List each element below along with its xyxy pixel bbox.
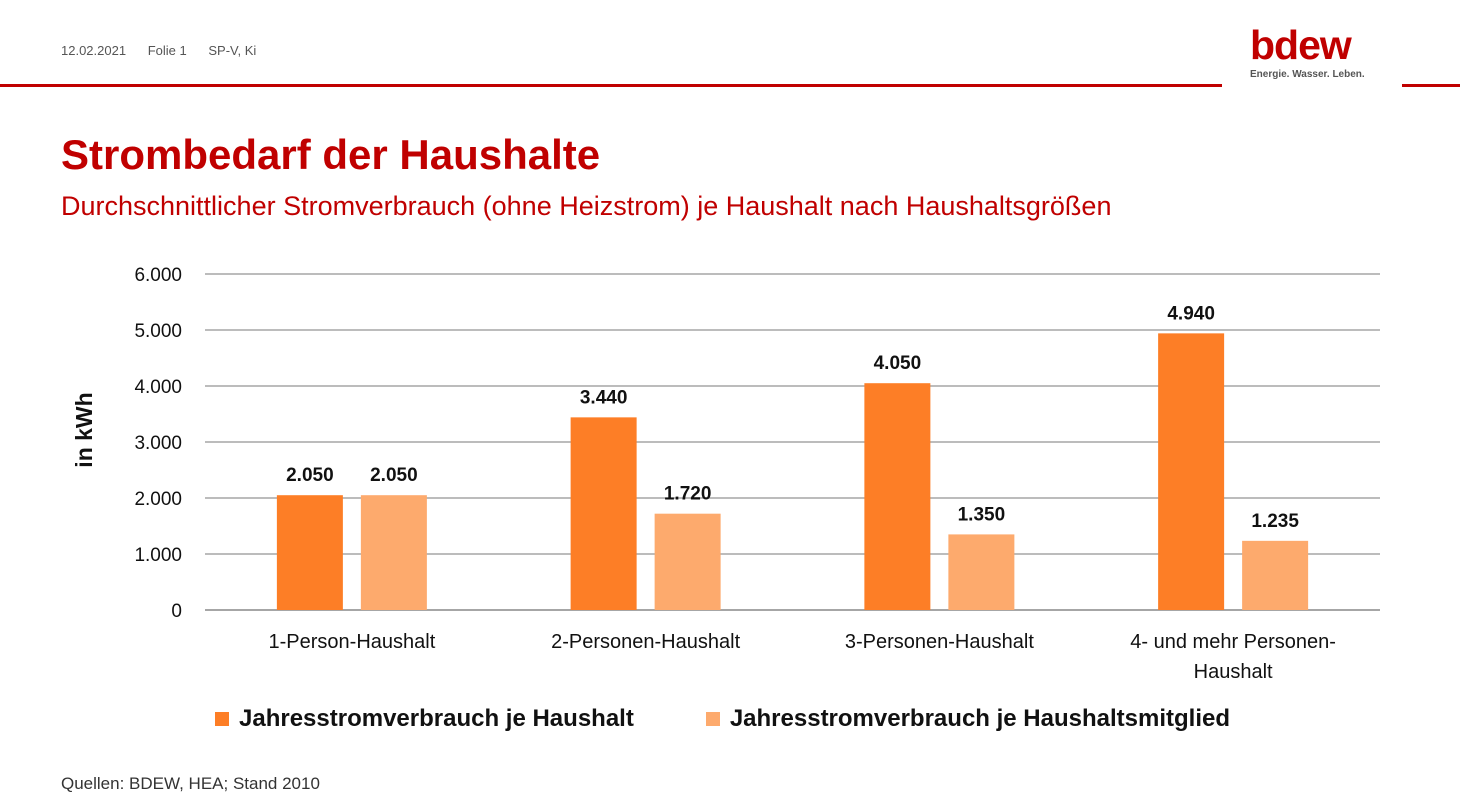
data-label: 4.940 [1167, 303, 1215, 324]
y-tick-label: 4.000 [134, 377, 182, 398]
page-title: Strombedarf der Haushalte [61, 131, 601, 178]
bar-member [360, 495, 427, 610]
y-tick-label: 3.000 [134, 433, 182, 454]
x-tick-label: 3-Personen-Haushalt [845, 631, 1034, 653]
y-tick-label: 2.000 [134, 489, 182, 510]
header-rule-right [1402, 84, 1460, 87]
data-label: 3.440 [580, 387, 628, 408]
legend-label-household: Jahresstromverbrauch je Haushalt [239, 705, 634, 732]
data-label: 1.235 [1251, 511, 1299, 532]
x-tick-label: Haushalt [1194, 661, 1273, 683]
legend-swatch-member [705, 712, 720, 726]
logo-tagline: Energie. Wasser. Leben. [1250, 69, 1365, 80]
bar-chart: 0 1.000 2.000 3.000 4.000 5.000 6.000 in kWh 2.0… [71, 265, 1380, 683]
y-tick-label: 5.000 [134, 321, 182, 342]
source-note: Quellen: BDEW, HEA; Stand 2010 [61, 774, 320, 793]
y-tick-label: 0 [171, 601, 182, 622]
data-label: 1.350 [958, 504, 1006, 525]
slide-meta: 12.02.2021 Folie 1 SP-V, Ki [61, 43, 274, 58]
data-label: 2.050 [286, 465, 334, 486]
bar-household [570, 417, 637, 610]
chart-legend: Jahresstromverbrauch je Haushalt Jahress… [215, 705, 1302, 733]
legend-label-member: Jahresstromverbrauch je Haushaltsmitglie… [729, 705, 1231, 732]
bar-member [948, 534, 1015, 610]
slide-date: 12.02.2021 [61, 43, 127, 58]
x-tick-label: 1-Person-Haushalt [269, 631, 436, 653]
bar-household [276, 495, 343, 610]
bar-household [1158, 333, 1225, 610]
legend-swatch-household [215, 712, 229, 726]
bar-member [1242, 540, 1309, 610]
y-tick-label: 6.000 [134, 265, 182, 286]
slide-number: Folie 1 [147, 43, 187, 58]
page-subtitle: Durchschnittlicher Stromverbrauch (ohne … [61, 191, 1112, 221]
x-tick-label: 2-Personen-Haushalt [551, 631, 740, 653]
bdew-logo: bdew Energie. Wasser. Leben. [1250, 22, 1380, 80]
x-tick-label: 4- und mehr Personen- [1130, 631, 1336, 653]
legend-item-household: Jahresstromverbrauch je Haushalt [215, 705, 634, 733]
logo-word: bdew [1250, 22, 1352, 68]
data-label: 2.050 [370, 465, 418, 486]
bar-member [654, 513, 721, 610]
y-tick-label: 1.000 [134, 545, 182, 566]
header-rule-left [0, 84, 1222, 87]
data-label: 1.720 [664, 484, 712, 505]
legend-item-member: Jahresstromverbrauch je Haushaltsmitglie… [705, 705, 1231, 733]
data-label: 4.050 [874, 353, 922, 374]
y-axis-label: in kWh [71, 392, 97, 467]
bar-household [864, 383, 931, 610]
slide-author: SP-V, Ki [208, 43, 257, 58]
